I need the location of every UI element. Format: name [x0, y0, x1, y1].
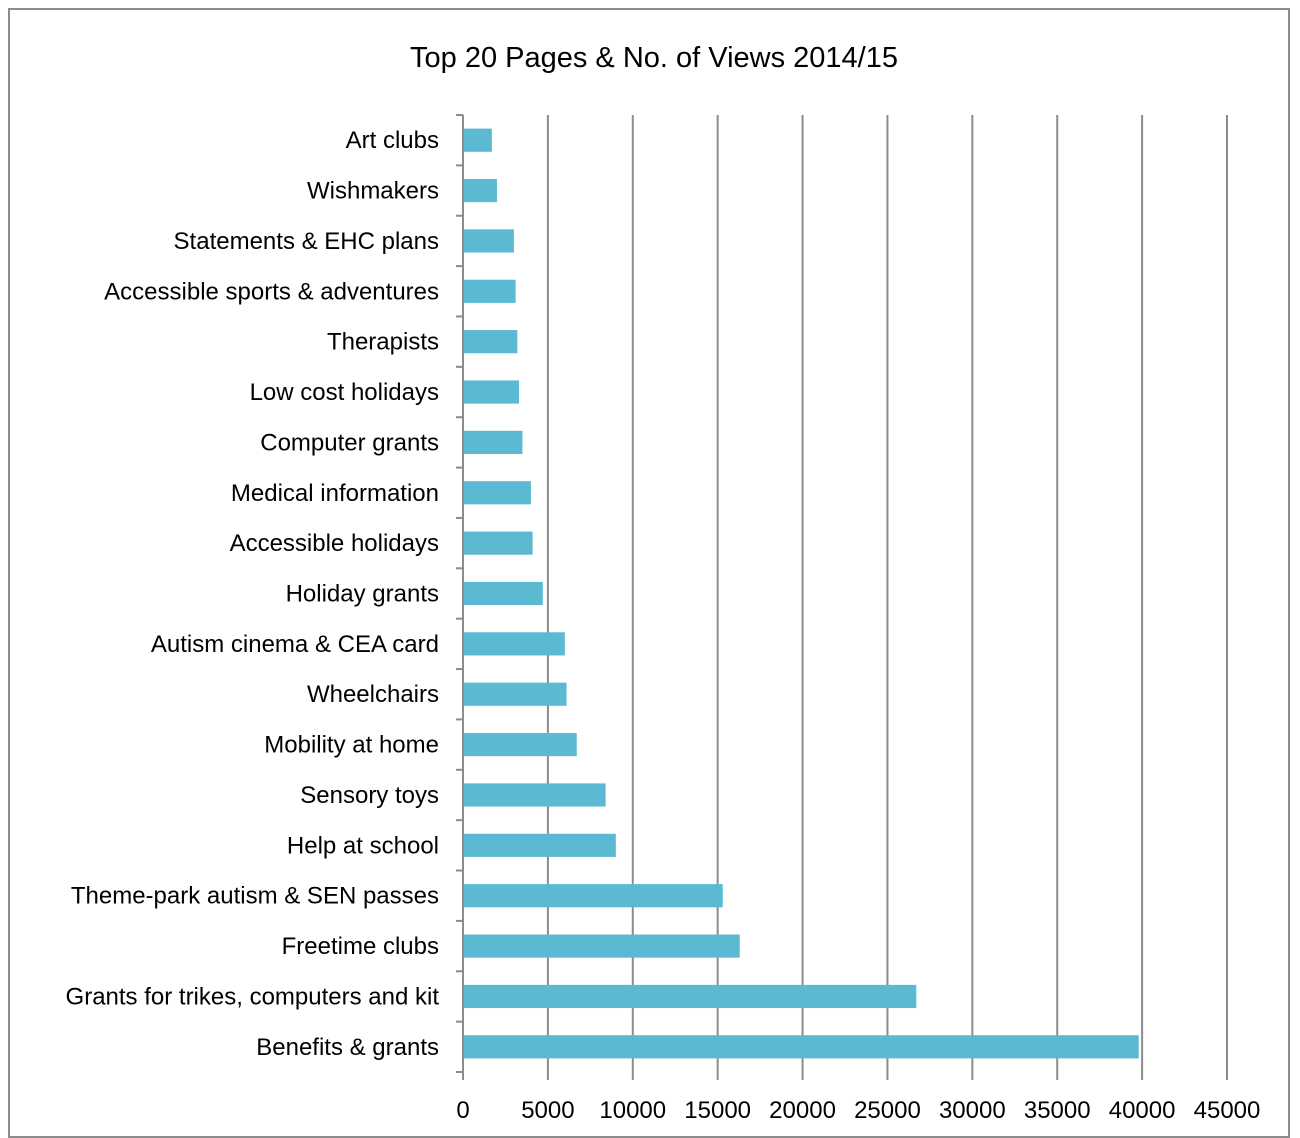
bar-7: [464, 733, 577, 757]
x-tick-label-40000: 40000: [1109, 1097, 1176, 1124]
bar-19: [464, 128, 492, 152]
x-tick-label-25000: 25000: [854, 1097, 921, 1124]
bar-13: [464, 430, 523, 454]
bar-9: [464, 632, 565, 656]
bar-6: [464, 783, 606, 807]
category-label-11: Accessible holidays: [230, 530, 439, 557]
x-tick-label-30000: 30000: [939, 1097, 1006, 1124]
category-label-6: Sensory toys: [300, 782, 439, 809]
category-label-4: Theme-park autism & SEN passes: [71, 883, 439, 910]
category-label-15: Therapists: [327, 329, 439, 356]
bar-17: [464, 229, 514, 253]
category-label-13: Computer grants: [260, 429, 439, 456]
category-label-8: Wheelchairs: [307, 681, 439, 708]
category-label-5: Help at school: [287, 832, 439, 859]
bar-8: [464, 682, 567, 706]
category-label-19: Art clubs: [346, 127, 439, 154]
bars: [464, 128, 1139, 1059]
x-tick-label-20000: 20000: [769, 1097, 836, 1124]
bar-15: [464, 330, 518, 354]
x-tick-label-0: 0: [456, 1097, 469, 1124]
x-tick-label-45000: 45000: [1194, 1097, 1261, 1124]
category-label-17: Statements & EHC plans: [174, 228, 439, 255]
x-tick-label-5000: 5000: [521, 1097, 574, 1124]
x-tick-label-10000: 10000: [599, 1097, 666, 1124]
bar-3: [464, 934, 740, 958]
category-label-16: Accessible sports & adventures: [104, 278, 439, 305]
x-tick-label-35000: 35000: [1024, 1097, 1091, 1124]
bar-1: [464, 1035, 1139, 1059]
category-label-2: Grants for trikes, computers and kit: [66, 983, 440, 1010]
category-label-10: Holiday grants: [286, 581, 439, 608]
bar-11: [464, 531, 533, 555]
bar-4: [464, 884, 723, 908]
category-label-9: Autism cinema & CEA card: [151, 631, 439, 658]
grid-lines: [546, 115, 1228, 1072]
category-label-14: Low cost holidays: [250, 379, 439, 406]
category-label-1: Benefits & grants: [256, 1034, 439, 1061]
x-tick-labels: 0 5000 10000 15000 20000 25000 30000 35000 40000…: [456, 1097, 1260, 1124]
axes: [456, 114, 1228, 1080]
category-label-7: Mobility at home: [264, 732, 439, 759]
bar-14: [464, 380, 520, 404]
category-labels: Benefits & grants Grants for trikes, comp…: [66, 127, 440, 1061]
bar-5: [464, 833, 616, 857]
bar-12: [464, 481, 531, 505]
bar-18: [464, 178, 497, 203]
x-tick-label-15000: 15000: [684, 1097, 751, 1124]
bar-2: [464, 984, 917, 1009]
bar-10: [464, 581, 543, 606]
category-label-12: Medical information: [231, 480, 439, 507]
bar-16: [464, 279, 516, 303]
category-label-3: Freetime clubs: [282, 933, 439, 960]
category-label-18: Wishmakers: [307, 178, 439, 205]
chart-title: Top 20 Pages & No. of Views 2014/15: [410, 42, 898, 74]
